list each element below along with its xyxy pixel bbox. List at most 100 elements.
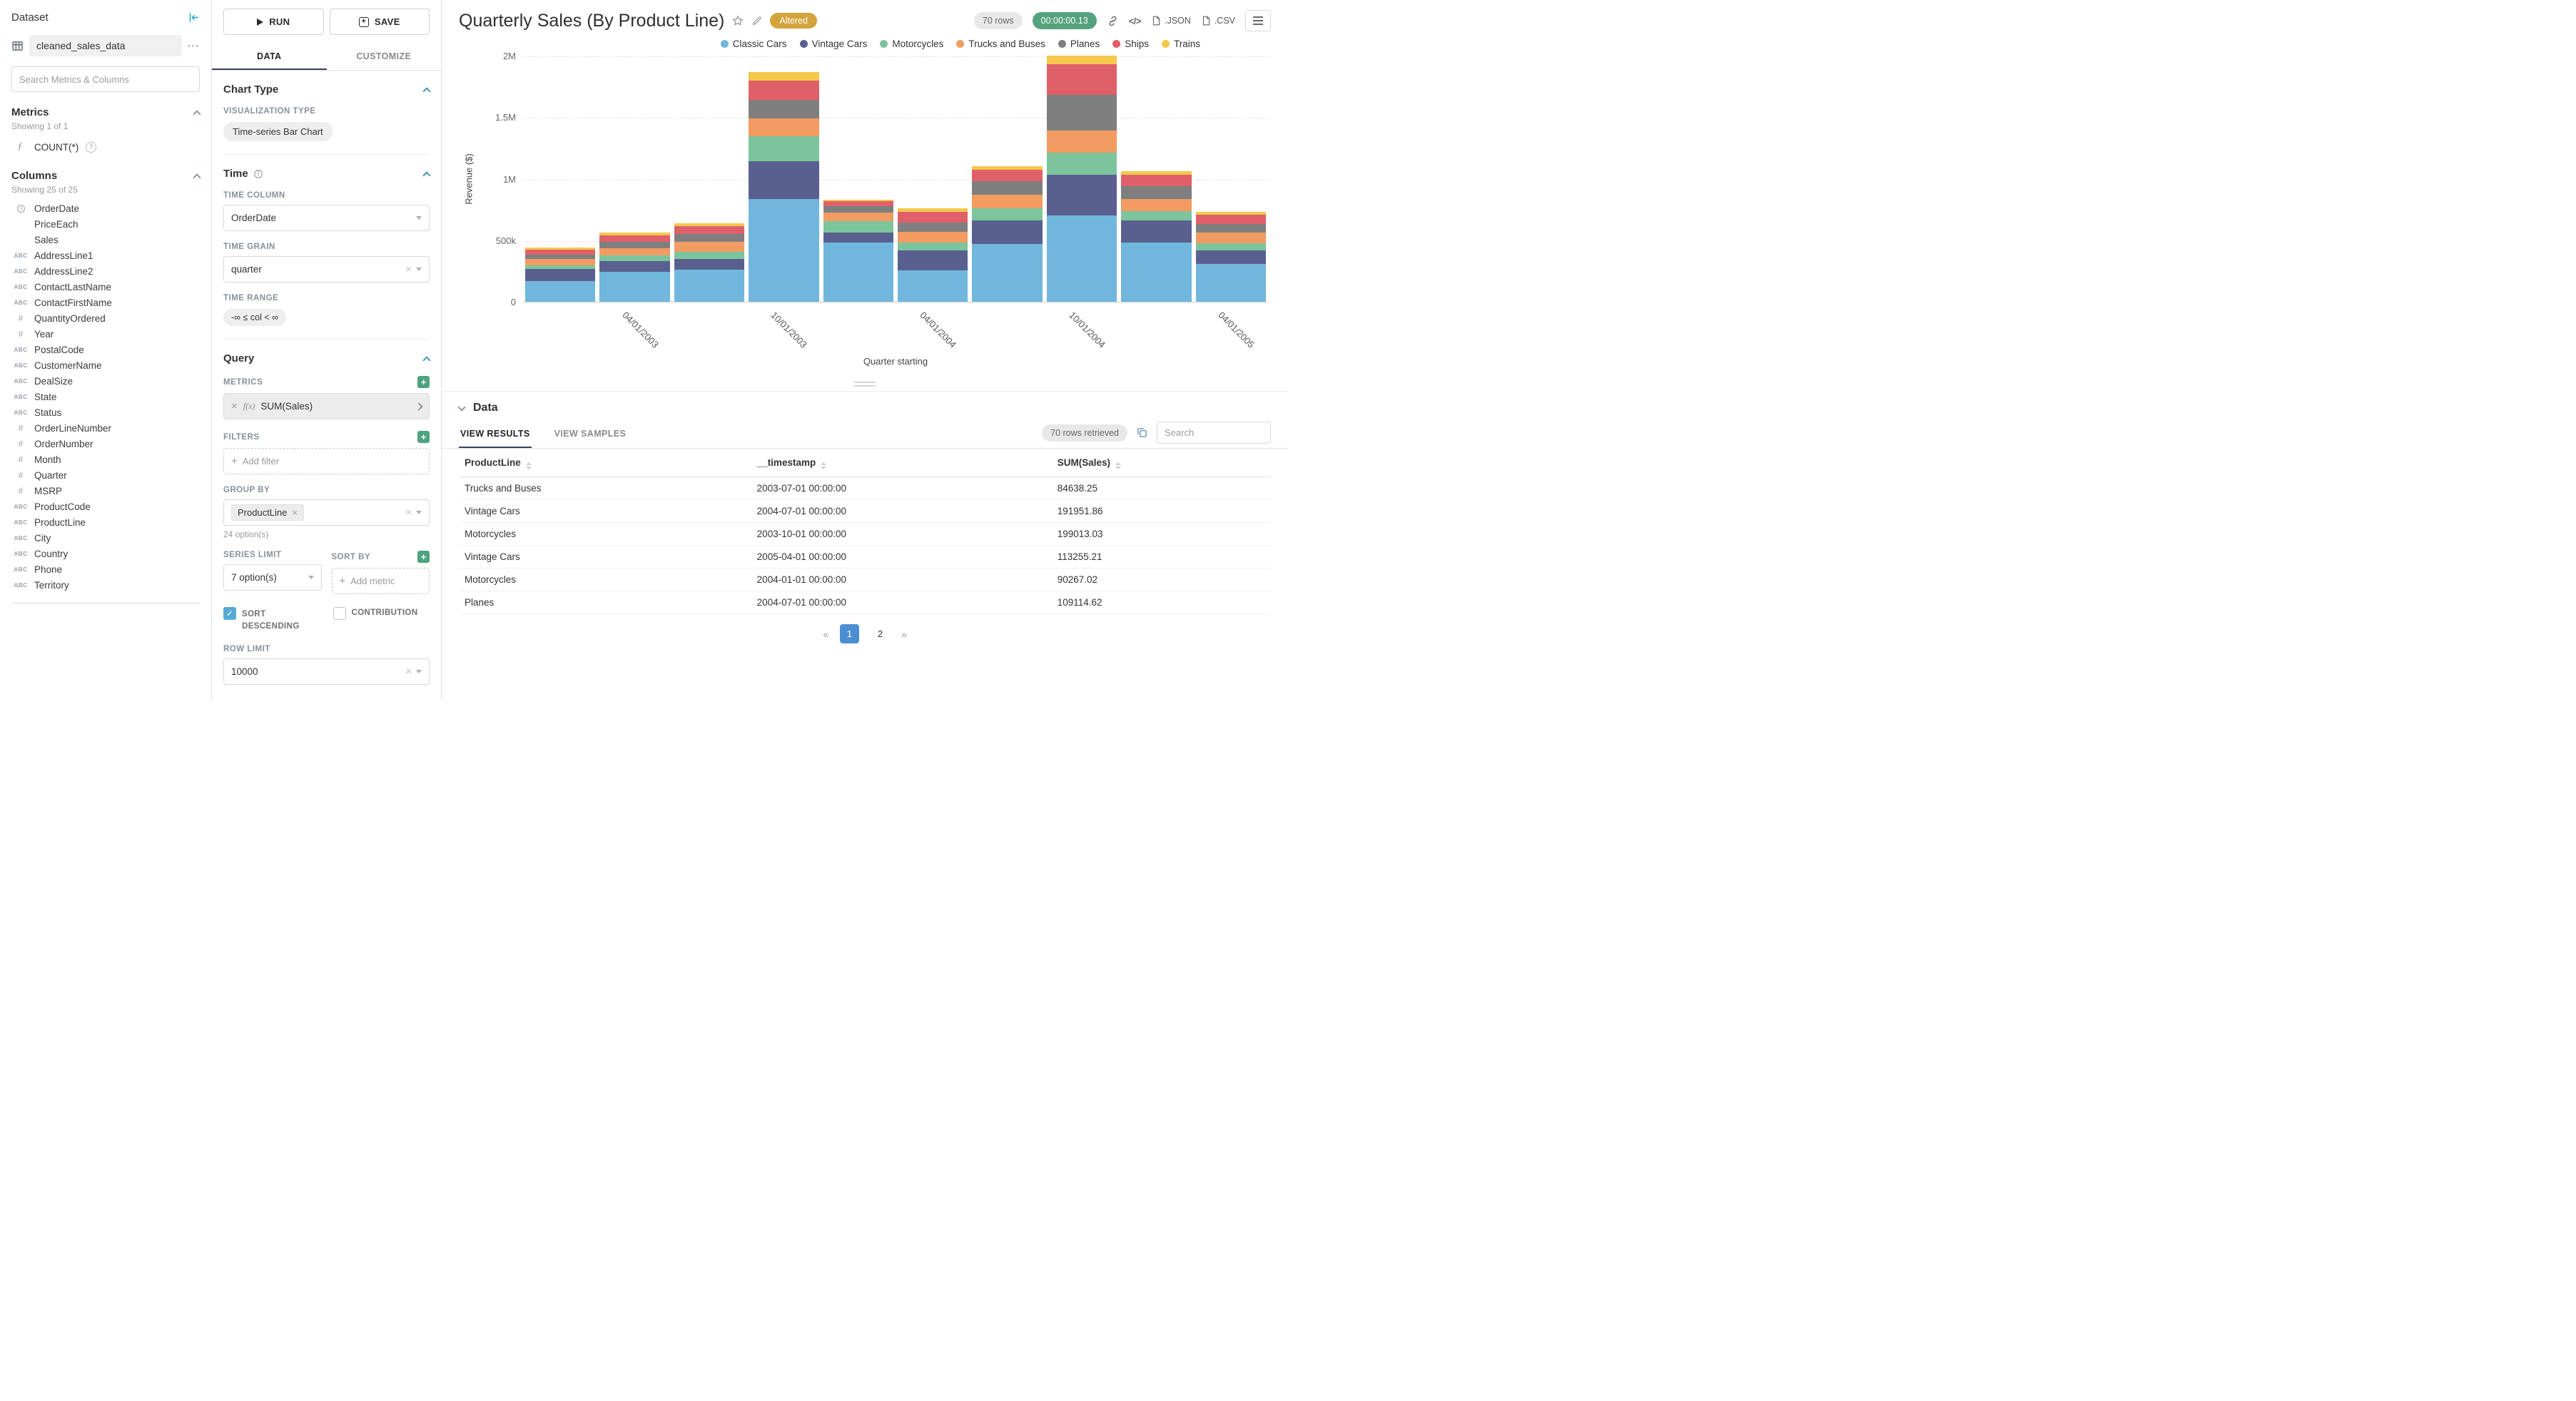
- table-column-header[interactable]: SUM(Sales): [1051, 450, 1271, 477]
- column-item[interactable]: Sales: [11, 232, 200, 248]
- sort-icon[interactable]: [1115, 462, 1121, 469]
- time-grain-select[interactable]: quarter ×: [223, 256, 430, 282]
- legend-item[interactable]: Trucks and Buses: [956, 39, 1045, 49]
- column-item[interactable]: ABC Country: [11, 546, 200, 561]
- column-item[interactable]: ABC ProductLine: [11, 514, 200, 530]
- remove-tag-icon[interactable]: ×: [292, 507, 298, 518]
- bar-segment[interactable]: [823, 201, 893, 207]
- bar-segment[interactable]: [674, 223, 745, 226]
- menu-button[interactable]: [1245, 10, 1271, 31]
- bar-segment[interactable]: [823, 220, 893, 233]
- bar-segment[interactable]: [674, 241, 745, 253]
- bar-segment[interactable]: [823, 243, 893, 302]
- remove-metric-icon[interactable]: ×: [231, 400, 238, 412]
- add-filter-dropzone[interactable]: + Add filter: [223, 448, 430, 474]
- column-item[interactable]: ABC Phone: [11, 561, 200, 577]
- dataset-name[interactable]: cleaned_sales_data: [29, 35, 182, 56]
- metric-item[interactable]: ƒ COUNT(*) ?: [11, 138, 200, 156]
- sort-icon[interactable]: [525, 462, 532, 469]
- bar-segment[interactable]: [972, 180, 1043, 195]
- bar-segment[interactable]: [1195, 264, 1266, 302]
- bar-segment[interactable]: [674, 225, 745, 235]
- metric-chip[interactable]: × f(x) SUM(Sales): [223, 393, 430, 419]
- column-item[interactable]: ABC AddressLine2: [11, 263, 200, 279]
- metrics-section-header[interactable]: Metrics: [11, 106, 201, 118]
- bar-segment[interactable]: [599, 248, 670, 256]
- column-item[interactable]: ABC ContactFirstName: [11, 295, 200, 310]
- export-csv-button[interactable]: .CSV: [1201, 16, 1235, 26]
- bar-segment[interactable]: [525, 249, 596, 255]
- column-item[interactable]: ABC Territory: [11, 577, 200, 593]
- bar-segment[interactable]: [1195, 212, 1266, 215]
- column-item[interactable]: ABC ProductCode: [11, 499, 200, 514]
- tab-view-results[interactable]: VIEW RESULTS: [459, 422, 532, 448]
- legend-item[interactable]: Trains: [1161, 39, 1200, 49]
- legend-item[interactable]: Ships: [1112, 39, 1149, 49]
- chevron-up-icon[interactable]: [422, 171, 431, 180]
- panel-resize-handle[interactable]: [459, 379, 1271, 391]
- bar-segment[interactable]: [749, 198, 819, 302]
- pagination-page[interactable]: 2: [877, 628, 883, 639]
- column-item[interactable]: # MSRP: [11, 483, 200, 499]
- bar-segment[interactable]: [599, 235, 670, 243]
- column-item[interactable]: OrderDate: [11, 200, 200, 216]
- edit-pencil-icon[interactable]: [751, 15, 763, 26]
- bar-segment[interactable]: [898, 250, 968, 271]
- clear-icon[interactable]: ×: [405, 665, 412, 678]
- legend-item[interactable]: Vintage Cars: [799, 39, 867, 49]
- group-by-select[interactable]: ProductLine × ×: [223, 499, 430, 526]
- add-metric-button[interactable]: +: [417, 376, 430, 388]
- altered-badge[interactable]: Altered: [770, 13, 817, 29]
- columns-section-header[interactable]: Columns: [11, 170, 201, 182]
- add-sort-metric-button[interactable]: +: [417, 551, 430, 563]
- bar-segment[interactable]: [674, 252, 745, 259]
- pagination-next[interactable]: »: [901, 628, 907, 640]
- column-item[interactable]: ABC DealSize: [11, 373, 200, 389]
- bar-segment[interactable]: [972, 220, 1043, 244]
- legend-item[interactable]: Motorcycles: [880, 39, 943, 49]
- bar-segment[interactable]: [749, 161, 819, 199]
- bar-segment[interactable]: [1121, 198, 1192, 212]
- bar-segment[interactable]: [599, 242, 670, 248]
- time-range-chip[interactable]: -∞ ≤ col < ∞: [223, 309, 287, 326]
- bar-segment[interactable]: [1121, 243, 1192, 302]
- bar-segment[interactable]: [1121, 220, 1192, 243]
- sort-icon[interactable]: [821, 462, 827, 469]
- column-item[interactable]: ABC AddressLine1: [11, 248, 200, 263]
- column-item[interactable]: ABC CustomerName: [11, 357, 200, 373]
- table-column-header[interactable]: ProductLine: [459, 450, 751, 477]
- bar-segment[interactable]: [1046, 215, 1117, 302]
- add-filter-button[interactable]: +: [417, 431, 430, 443]
- collapse-panel-icon[interactable]: [188, 11, 200, 24]
- bar-segment[interactable]: [1121, 185, 1192, 199]
- bar-segment[interactable]: [749, 136, 819, 161]
- bar-segment[interactable]: [1121, 211, 1192, 221]
- copy-icon[interactable]: [1136, 427, 1148, 439]
- bar-segment[interactable]: [525, 269, 596, 281]
- tab-data[interactable]: DATA: [212, 45, 327, 70]
- bar-segment[interactable]: [674, 270, 745, 302]
- share-link-icon[interactable]: [1107, 15, 1119, 27]
- bar-segment[interactable]: [525, 248, 596, 250]
- bar-segment[interactable]: [1195, 215, 1266, 224]
- bar-segment[interactable]: [898, 243, 968, 251]
- bar-segment[interactable]: [898, 231, 968, 243]
- bar-segment[interactable]: [749, 71, 819, 81]
- column-item[interactable]: # QuantityOrdered: [11, 310, 200, 326]
- clear-icon[interactable]: ×: [405, 263, 412, 275]
- favorite-star-icon[interactable]: [731, 14, 744, 27]
- bar-segment[interactable]: [898, 208, 968, 213]
- bar-segment[interactable]: [1195, 232, 1266, 243]
- bar-segment[interactable]: [898, 270, 968, 302]
- dataset-search-input[interactable]: [11, 66, 200, 92]
- column-item[interactable]: # Quarter: [11, 467, 200, 483]
- dataset-options-icon[interactable]: ···: [188, 40, 200, 51]
- bar-segment[interactable]: [823, 212, 893, 221]
- chevron-up-icon[interactable]: [422, 87, 431, 96]
- bar-segment[interactable]: [599, 255, 670, 262]
- bar-segment[interactable]: [898, 222, 968, 232]
- bar-segment[interactable]: [898, 212, 968, 223]
- column-item[interactable]: # OrderNumber: [11, 436, 200, 452]
- series-limit-select[interactable]: 7 option(s): [223, 564, 322, 591]
- bar-segment[interactable]: [1046, 95, 1117, 131]
